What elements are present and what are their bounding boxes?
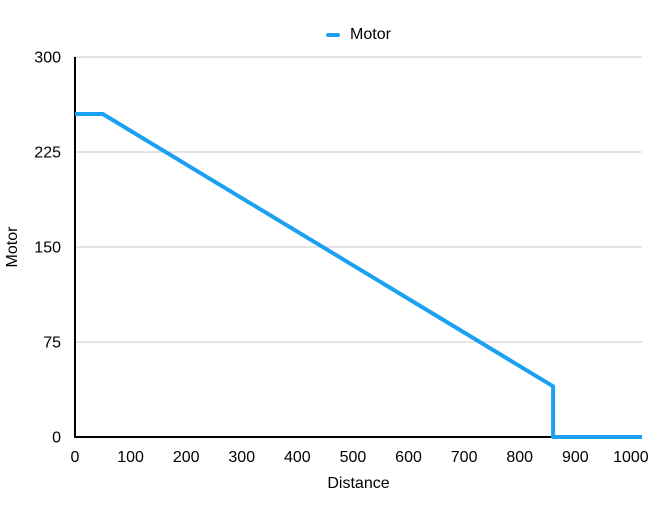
y-tick-labels: 0 75 150 225 300 (34, 50, 61, 447)
y-tick-label: 225 (34, 145, 61, 162)
x-tick-label: 300 (228, 449, 255, 466)
x-tick-labels: 0 100 200 300 400 500 600 700 800 900 1000 (71, 449, 649, 466)
x-tick-label: 200 (173, 449, 200, 466)
gridlines (75, 56, 642, 343)
y-tick-label: 0 (52, 430, 61, 447)
x-tick-label: 700 (451, 449, 478, 466)
x-tick-label: 1000 (613, 449, 649, 466)
x-tick-label: 500 (340, 449, 367, 466)
x-tick-label: 900 (562, 449, 589, 466)
x-axis-title: Distance (327, 475, 390, 492)
x-tick-label: 400 (284, 449, 311, 466)
legend: Motor (75, 25, 642, 45)
x-tick-label: 0 (71, 449, 80, 466)
y-tick-label: 300 (34, 50, 61, 67)
x-tick-label: 800 (506, 449, 533, 466)
axes (74, 57, 642, 438)
legend-label: Motor (350, 26, 391, 43)
series-lines (75, 112, 642, 439)
x-tick-label: 600 (395, 449, 422, 466)
legend-line-icon (326, 33, 341, 37)
y-tick-label: 75 (43, 335, 61, 352)
x-tick-label: 100 (117, 449, 144, 466)
y-tick-label: 150 (34, 240, 61, 257)
series-line-motor (75, 112, 642, 439)
